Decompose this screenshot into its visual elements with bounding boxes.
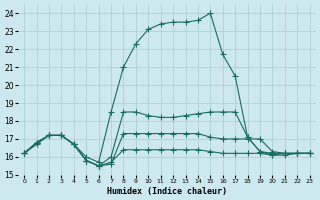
- X-axis label: Humidex (Indice chaleur): Humidex (Indice chaleur): [107, 187, 227, 196]
